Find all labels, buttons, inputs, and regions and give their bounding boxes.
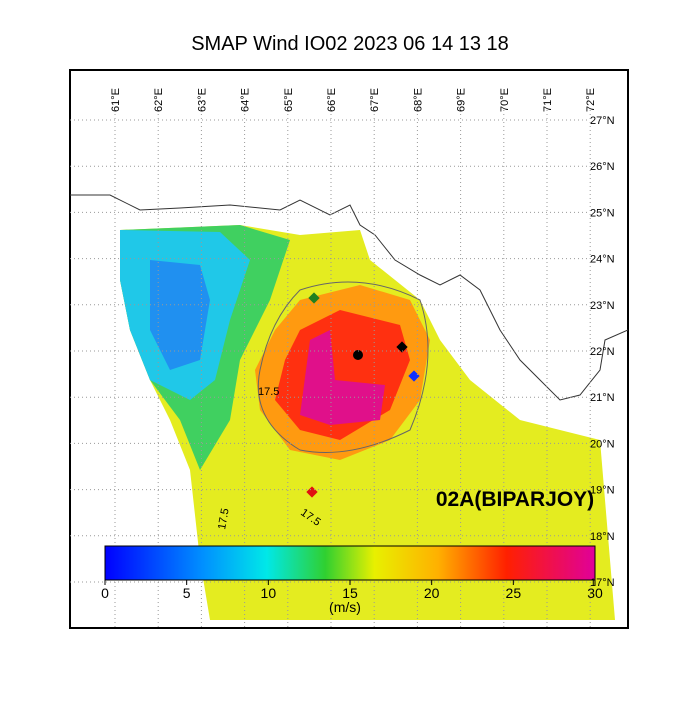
- lon-label: 67°E: [369, 88, 381, 112]
- lat-label: 19°N: [590, 485, 615, 497]
- lat-label: 24°N: [590, 254, 615, 266]
- lat-label: 20°N: [590, 438, 615, 450]
- lon-label: 68°E: [412, 88, 424, 112]
- lon-label: 72°E: [585, 88, 597, 112]
- colorbar-tick-label: 0: [101, 585, 109, 601]
- lon-label: 64°E: [240, 88, 252, 112]
- contour-label: 17.5: [258, 386, 279, 398]
- lon-label: 71°E: [542, 88, 554, 112]
- lat-label: 22°N: [590, 346, 615, 358]
- wind-area-magenta: [300, 330, 385, 425]
- lon-label: 61°E: [110, 88, 122, 112]
- colorbar-tick-label: 10: [261, 585, 277, 601]
- lat-label: 17°N: [590, 577, 615, 589]
- colorbar-tick-label: 30: [587, 585, 603, 601]
- colorbar-tick-label: 25: [506, 585, 522, 601]
- lon-label: 62°E: [153, 88, 165, 112]
- colorbar: [104, 545, 596, 581]
- lat-label: 26°N: [590, 161, 615, 173]
- lon-label: 70°E: [499, 88, 511, 112]
- lat-label: 18°N: [590, 531, 615, 543]
- radius-marker: [408, 370, 420, 382]
- storm-label: 02A(BIPARJOY): [436, 488, 594, 511]
- colorbar-tick-label: 20: [424, 585, 440, 601]
- storm-center: [353, 350, 363, 360]
- lon-label: 66°E: [326, 88, 338, 112]
- lon-label: 69°E: [456, 88, 468, 112]
- colorbar-tick-label: 5: [183, 585, 191, 601]
- title: SMAP Wind IO02 2023 06 14 13 18: [191, 33, 509, 55]
- radius-marker: [308, 292, 320, 304]
- wind-contour: [257, 281, 429, 453]
- lat-label: 21°N: [590, 392, 615, 404]
- lat-label: 25°N: [590, 207, 615, 219]
- lat-label: 27°N: [590, 115, 615, 127]
- contour-label: 17.5: [216, 507, 232, 530]
- lon-label: 65°E: [283, 88, 295, 112]
- colorbar-tick-label: 15: [342, 585, 358, 601]
- lon-label: 63°E: [196, 88, 208, 112]
- wind-area-blue: [150, 260, 210, 370]
- lat-label: 23°N: [590, 300, 615, 312]
- coastline: [70, 194, 628, 401]
- wind-field: [70, 194, 628, 620]
- radius-marker: [396, 341, 408, 353]
- colorbar-unit: (m/s): [329, 599, 361, 615]
